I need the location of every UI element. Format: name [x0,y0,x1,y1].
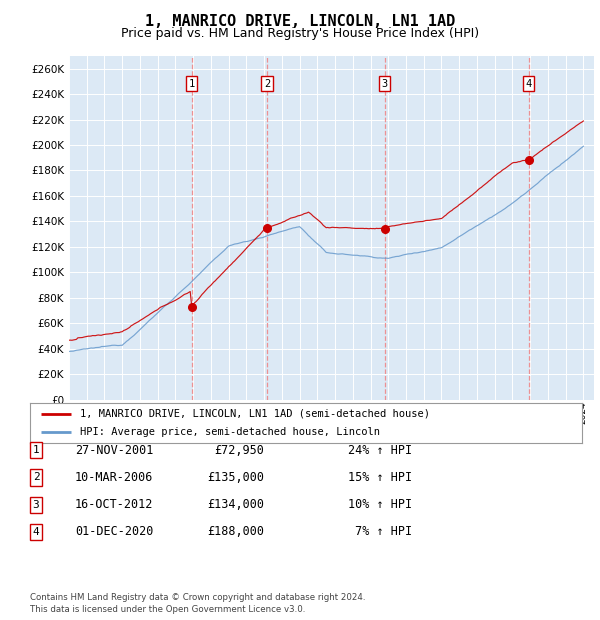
Text: £72,950: £72,950 [214,444,264,456]
Text: HPI: Average price, semi-detached house, Lincoln: HPI: Average price, semi-detached house,… [80,427,380,438]
Text: 1, MANRICO DRIVE, LINCOLN, LN1 1AD: 1, MANRICO DRIVE, LINCOLN, LN1 1AD [145,14,455,29]
Text: £134,000: £134,000 [207,498,264,511]
Text: 15% ↑ HPI: 15% ↑ HPI [348,471,412,484]
Text: 4: 4 [32,527,40,537]
Text: 24% ↑ HPI: 24% ↑ HPI [348,444,412,456]
Text: Contains HM Land Registry data © Crown copyright and database right 2024.
This d: Contains HM Land Registry data © Crown c… [30,593,365,614]
Text: 01-DEC-2020: 01-DEC-2020 [75,526,154,538]
Text: 10% ↑ HPI: 10% ↑ HPI [348,498,412,511]
Text: £188,000: £188,000 [207,526,264,538]
Text: 7% ↑ HPI: 7% ↑ HPI [348,526,412,538]
Text: 1: 1 [188,79,195,89]
Text: 2: 2 [264,79,270,89]
Text: 4: 4 [526,79,532,89]
Text: 16-OCT-2012: 16-OCT-2012 [75,498,154,511]
Text: 1, MANRICO DRIVE, LINCOLN, LN1 1AD (semi-detached house): 1, MANRICO DRIVE, LINCOLN, LN1 1AD (semi… [80,409,430,419]
Text: 10-MAR-2006: 10-MAR-2006 [75,471,154,484]
Text: Price paid vs. HM Land Registry's House Price Index (HPI): Price paid vs. HM Land Registry's House … [121,27,479,40]
Text: 1: 1 [32,445,40,455]
Text: 3: 3 [32,500,40,510]
Text: 27-NOV-2001: 27-NOV-2001 [75,444,154,456]
Text: 3: 3 [382,79,388,89]
Text: 2: 2 [32,472,40,482]
Text: £135,000: £135,000 [207,471,264,484]
